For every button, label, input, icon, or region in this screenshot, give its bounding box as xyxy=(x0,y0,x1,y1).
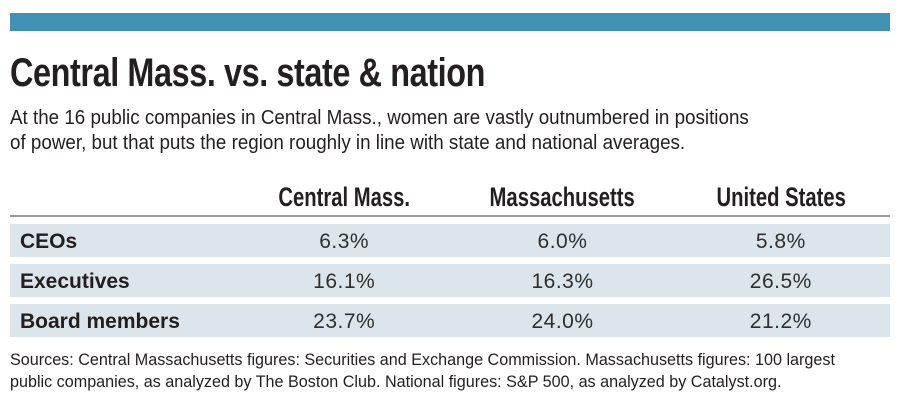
subtitle: At the 16 public companies in Central Ma… xyxy=(10,106,796,156)
table-row-executives: Executives 16.1% 16.3% 26.5% xyxy=(10,264,890,297)
header-accent-bar xyxy=(10,13,890,31)
column-header-united-states: United States xyxy=(716,182,846,212)
header-spacer-cell xyxy=(10,182,235,212)
cell-value: 16.1% xyxy=(313,269,376,293)
source-line-2: public companies, as analyzed by The Bos… xyxy=(10,371,782,391)
row-label: Executives xyxy=(20,269,130,293)
subtitle-line-1: At the 16 public companies in Central Ma… xyxy=(10,107,749,129)
cell-value: 6.3% xyxy=(319,229,370,253)
cell-value: 21.2% xyxy=(749,309,812,333)
cell-value: 16.3% xyxy=(531,269,594,293)
column-header-massachusetts: Massachusetts xyxy=(489,182,636,212)
table-row-ceos: CEOs 6.3% 6.0% 5.8% xyxy=(10,224,890,257)
row-label: CEOs xyxy=(20,229,78,253)
source-line-1: Sources: Central Massachusetts figures: … xyxy=(10,350,835,369)
cell-value: 6.0% xyxy=(537,229,588,253)
source-note: Sources: Central Massachusetts figures: … xyxy=(10,349,878,392)
cell-value: 24.0% xyxy=(531,309,594,333)
table-header-row: Central Mass. Massachusetts United State… xyxy=(10,182,890,212)
column-header-central-mass: Central Mass. xyxy=(278,182,411,212)
cell-value: 26.5% xyxy=(749,269,812,293)
subtitle-line-2: of power, but that puts the region rough… xyxy=(10,132,686,154)
cell-value: 23.7% xyxy=(313,309,376,333)
cell-value: 5.8% xyxy=(755,229,806,253)
row-label: Board members xyxy=(20,309,180,333)
header-divider xyxy=(10,215,890,217)
page-title: Central Mass. vs. state & nation xyxy=(10,51,485,95)
table-row-board-members: Board members 23.7% 24.0% 21.2% xyxy=(10,304,890,337)
